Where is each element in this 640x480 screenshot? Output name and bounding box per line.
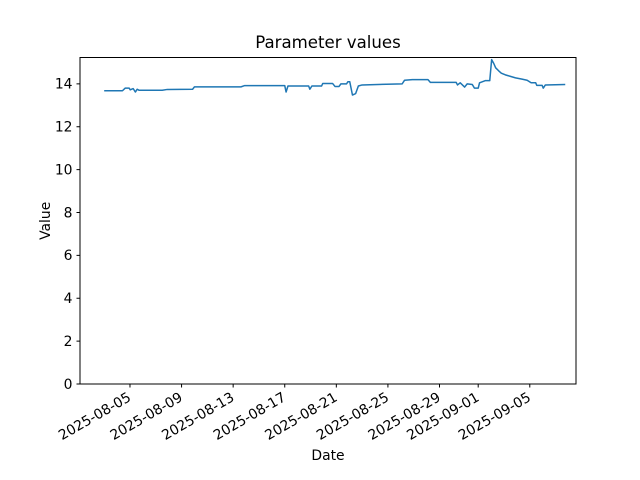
y-tick-label: 6 <box>64 248 73 264</box>
y-axis-label: Value <box>38 202 54 240</box>
plot-area-border <box>79 57 577 385</box>
y-tick-label: 4 <box>64 291 73 307</box>
y-tick-label: 12 <box>55 120 73 136</box>
x-axis-ticks: 2025-08-052025-08-092025-08-132025-08-17… <box>56 384 534 444</box>
chart-title: Parameter values <box>255 33 401 52</box>
data-line-parameter-values <box>104 58 566 96</box>
data-series-group <box>104 58 566 96</box>
x-axis-label: Date <box>311 448 344 464</box>
y-tick-label: 0 <box>64 377 73 393</box>
y-axis-ticks: 0 2 4 6 8 10 12 14 <box>55 77 80 393</box>
y-tick-label: 2 <box>64 334 73 350</box>
y-tick-label: 14 <box>55 77 73 93</box>
y-tick-label: 10 <box>55 162 73 178</box>
y-tick-label: 8 <box>64 205 73 221</box>
